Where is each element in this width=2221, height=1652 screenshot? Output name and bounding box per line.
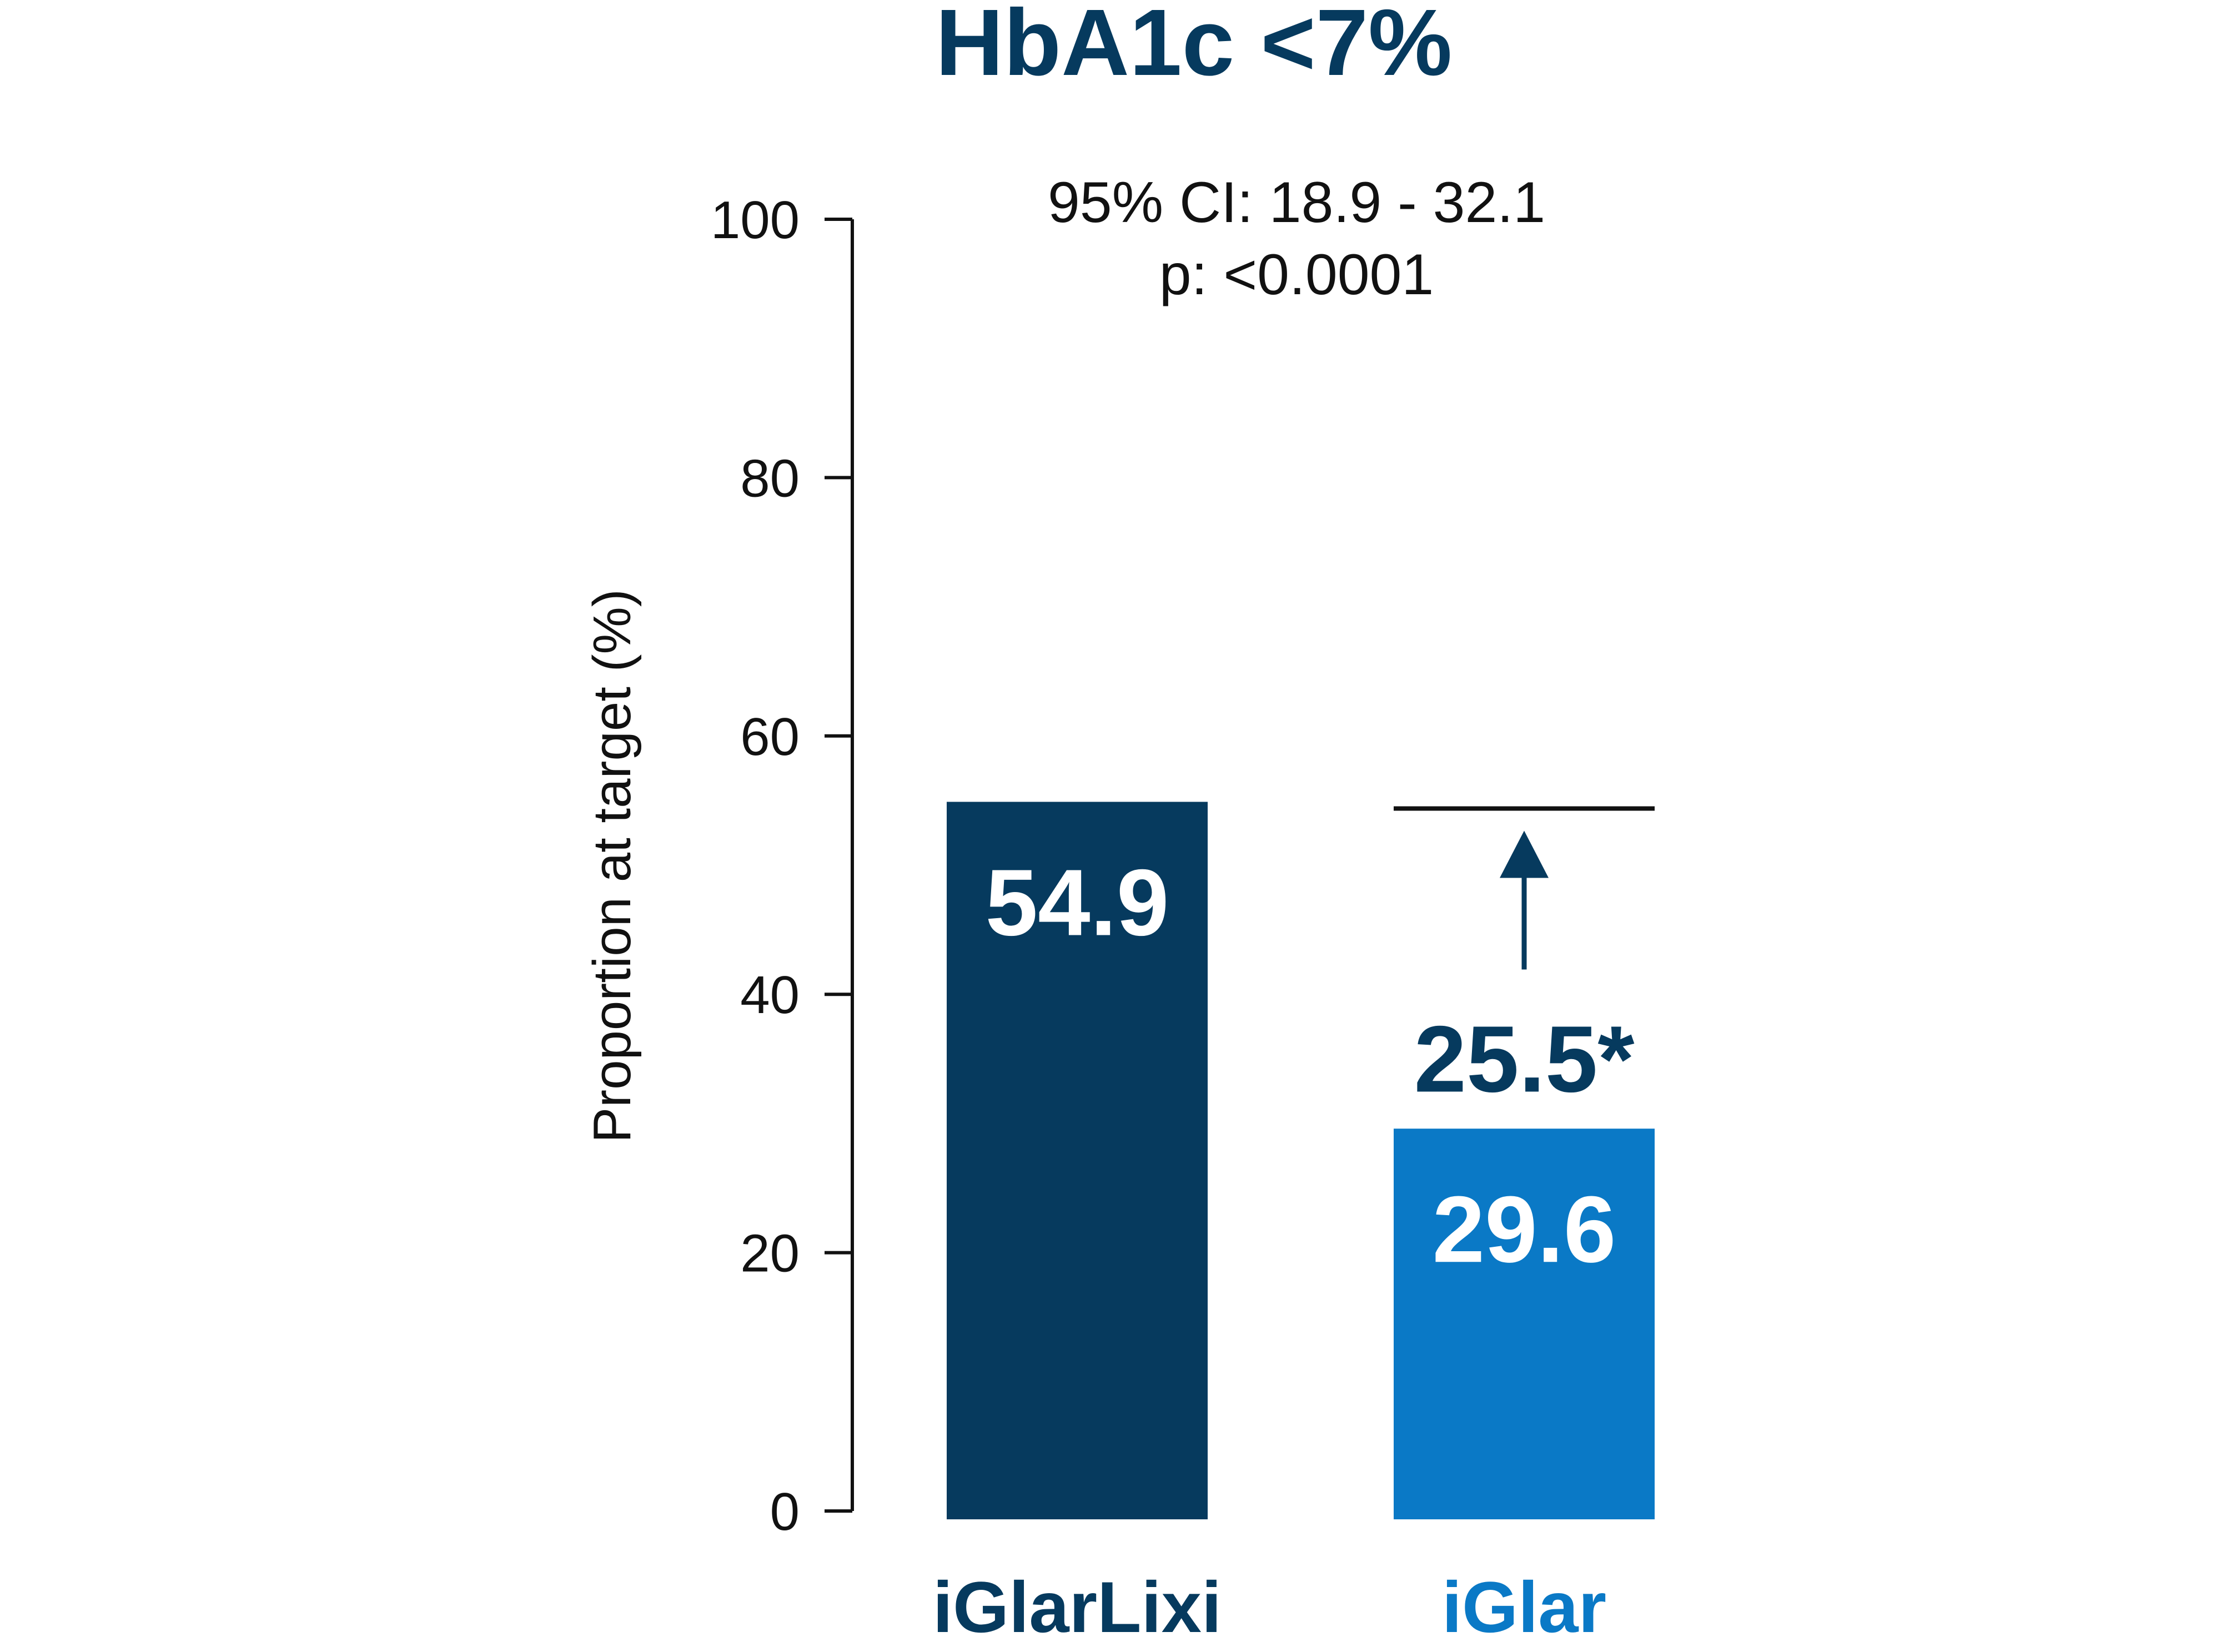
bar-iglarlixi	[947, 802, 1208, 1519]
category-label-iglar: iGlar	[1442, 1567, 1606, 1648]
difference-label: 25.5*	[1414, 1006, 1634, 1112]
bar-value-label-iglarlixi: 54.9	[986, 850, 1169, 955]
difference-annotation: 25.5*	[1394, 806, 1655, 1112]
y-tick-label-100: 100	[711, 190, 800, 250]
y-tick-label-80: 80	[740, 449, 800, 508]
y-tick-label-0: 0	[770, 1482, 800, 1542]
category-labels: iGlarLixi iGlar	[933, 1567, 1606, 1648]
bars: 54.9 29.6	[947, 802, 1655, 1519]
ci-annotation: 95% CI: 18.9 - 32.1	[1048, 170, 1545, 235]
y-tick-label-20: 20	[740, 1224, 800, 1283]
y-tick-label-40: 40	[740, 965, 800, 1025]
bar-value-label-iglar: 29.6	[1433, 1177, 1616, 1282]
p-value-annotation: p: <0.0001	[1159, 243, 1434, 307]
difference-arrow-head	[1500, 830, 1549, 878]
y-axis-ticks: 0 20 40 60 80 100	[711, 190, 852, 1542]
category-label-iglarlixi: iGlarLixi	[933, 1567, 1222, 1648]
chart-title: HbA1c <7%	[936, 0, 1453, 95]
y-tick-label-60: 60	[740, 707, 800, 767]
y-axis-label: Proportion at target (%)	[582, 589, 642, 1143]
bar-iglar	[1394, 1129, 1655, 1519]
